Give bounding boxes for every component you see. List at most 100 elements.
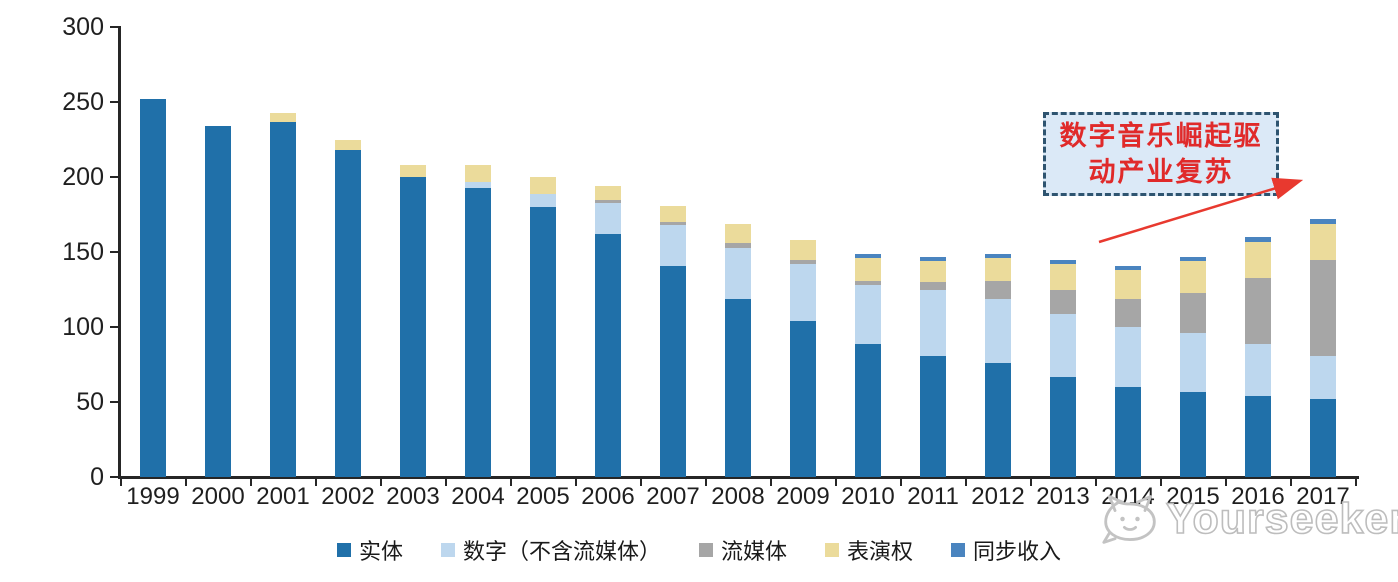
x-axis-tick-label: 2016 [1231, 483, 1285, 510]
bar-segment-2013 [1050, 313, 1076, 377]
x-axis-tick-label: 2017 [1296, 483, 1350, 510]
x-axis-tick-label: 2010 [841, 483, 895, 510]
x-axis-tick [314, 478, 317, 486]
bar-segment-2006 [595, 234, 621, 477]
bar-segment-2011 [920, 261, 946, 282]
y-axis-line [118, 26, 121, 479]
bar-segment-2000 [205, 126, 231, 477]
bar-segment-2009 [790, 264, 816, 321]
bar-segment-2010 [855, 285, 881, 344]
annotation-line2: 动产业复苏 [1088, 157, 1234, 187]
bar-segment-2005 [530, 177, 556, 194]
x-axis-tick-label: 2002 [321, 483, 375, 510]
y-axis-tick [110, 476, 119, 478]
bar-segment-2014 [1115, 327, 1141, 387]
x-axis-tick [509, 478, 512, 486]
y-axis-tick-label: 200 [62, 163, 104, 191]
bar-segment-2006 [595, 186, 621, 200]
x-axis-tick [1029, 478, 1032, 486]
bar-segment-2007 [660, 205, 686, 222]
bar-segment-2001 [270, 121, 296, 477]
x-axis-tick [834, 478, 837, 486]
x-axis-tick-label: 2006 [581, 483, 635, 510]
bar-segment-2006 [595, 199, 621, 203]
bar-segment-2016 [1245, 277, 1271, 344]
bar-segment-2014 [1115, 387, 1141, 477]
x-axis-tick-label: 2012 [971, 483, 1025, 510]
x-axis-tick [119, 478, 122, 486]
bar-segment-2008 [725, 223, 751, 243]
y-axis-tick-label: 300 [62, 13, 104, 41]
y-axis-tick-label: 50 [76, 388, 104, 416]
legend-swatch [440, 543, 455, 557]
bar-segment-2002 [335, 150, 361, 477]
x-axis-tick [574, 478, 577, 486]
bar-segment-2015 [1180, 333, 1206, 392]
legend-swatch [698, 543, 713, 557]
x-axis-tick [1159, 478, 1162, 486]
bar-segment-2007 [660, 225, 686, 266]
annotation-line1: 数字音乐崛起驱 [1059, 121, 1263, 151]
legend-swatch [825, 543, 839, 557]
legend-item-1: 数字（不含流媒体） [440, 534, 661, 566]
y-axis-tick-label: 150 [62, 238, 104, 266]
x-axis-tick-label: 2000 [191, 483, 245, 510]
bar-segment-1999 [140, 99, 166, 477]
x-axis-tick-label: 2004 [451, 483, 505, 510]
bar-segment-2016 [1245, 396, 1271, 477]
bar-segment-2017 [1310, 219, 1336, 224]
bar-segment-2008 [725, 247, 751, 299]
bar-segment-2017 [1310, 223, 1336, 260]
x-axis-tick [1224, 478, 1227, 486]
x-axis-tick [1289, 478, 1292, 486]
x-axis-tick-label: 2009 [776, 483, 830, 510]
y-axis-tick [110, 101, 119, 103]
bar-segment-2012 [985, 253, 1011, 258]
x-axis-tick-label: 2015 [1166, 483, 1220, 510]
bar-segment-2005 [530, 207, 556, 477]
bar-segment-2011 [920, 256, 946, 261]
legend-label: 数字（不含流媒体） [462, 539, 661, 564]
bar-segment-2013 [1050, 289, 1076, 314]
bar-segment-2011 [920, 282, 946, 290]
bar-segment-2016 [1245, 343, 1271, 396]
x-axis-tick-label: 2013 [1036, 483, 1090, 510]
bar-segment-2003 [400, 165, 426, 177]
x-axis-tick [704, 478, 707, 486]
x-axis-tick [1354, 478, 1357, 486]
bar-segment-2013 [1050, 264, 1076, 290]
bar-segment-2015 [1180, 391, 1206, 477]
bar-segment-2014 [1115, 270, 1141, 299]
bar-segment-2003 [400, 177, 426, 477]
y-axis-tick-label: 250 [62, 88, 104, 116]
bar-segment-2011 [920, 355, 946, 477]
bar-segment-2016 [1245, 237, 1271, 242]
x-axis-tick-label: 2005 [516, 483, 570, 510]
x-axis-tick [769, 478, 772, 486]
legend-swatch [951, 543, 966, 557]
bar-segment-2010 [855, 343, 881, 477]
bar-segment-2004 [465, 187, 491, 477]
bar-segment-2009 [790, 321, 816, 477]
bar-segment-2005 [530, 193, 556, 207]
x-axis-tick-label: 2008 [711, 483, 765, 510]
bar-segment-2016 [1245, 241, 1271, 278]
legend-item-0: 实体 [336, 534, 403, 566]
bar-segment-2002 [335, 139, 361, 150]
bar-segment-2004 [465, 165, 491, 182]
legend: 实体 数字（不含流媒体） 流媒体 表演权 同步收入 [0, 534, 1398, 566]
bar-segment-2008 [725, 298, 751, 477]
bar-segment-2015 [1180, 261, 1206, 293]
x-axis-tick [639, 478, 642, 486]
bar-segment-2007 [660, 265, 686, 477]
y-axis-tick-label: 0 [90, 463, 104, 491]
bar-segment-2011 [920, 289, 946, 356]
legend-item-2: 流媒体 [698, 534, 787, 566]
bar-segment-2014 [1115, 265, 1141, 270]
bar-segment-2009 [790, 259, 816, 264]
bar-segment-2009 [790, 240, 816, 260]
bar-segment-2007 [660, 222, 686, 225]
x-axis-tick [899, 478, 902, 486]
bar-segment-2015 [1180, 256, 1206, 261]
